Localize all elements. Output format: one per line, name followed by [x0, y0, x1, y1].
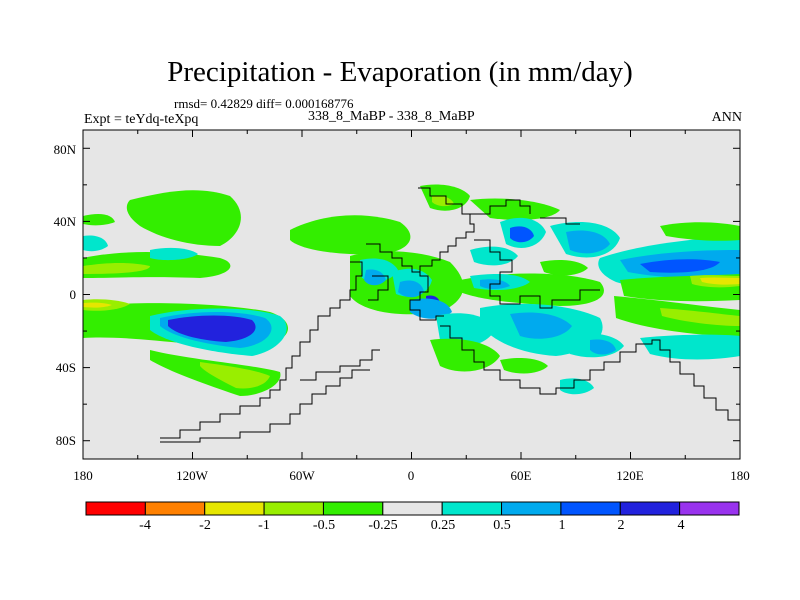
colorbar-label: 1 [558, 518, 566, 533]
case-label: 338_8_MaBP - 338_8_MaBP [308, 109, 475, 124]
experiment-label: Expt = teYdq-teXpq [84, 112, 199, 127]
contour-region [83, 235, 108, 252]
y-tick-label: 80N [53, 142, 76, 157]
x-tick-label: 60W [289, 468, 315, 483]
colorbar-label: -0.5 [312, 518, 336, 533]
chart-title: Precipitation - Evaporation (in mm/day) [167, 56, 633, 88]
coastline [160, 369, 370, 443]
contour-region [470, 246, 518, 266]
coastline [470, 199, 531, 215]
contour-region [640, 259, 720, 273]
y-tick-label: 40N [53, 214, 76, 229]
y-tick-label: 0 [69, 287, 77, 302]
colorbar-swatch [382, 501, 443, 516]
contour-region [364, 269, 386, 286]
contour-region [168, 315, 256, 342]
contour-region [126, 190, 241, 246]
coastline [300, 349, 380, 381]
colorbar-label: 0.25 [430, 518, 456, 533]
coastline [409, 187, 475, 321]
contour-region [560, 378, 594, 395]
x-tick-label: 180 [73, 468, 93, 483]
contour-region [640, 334, 740, 360]
contour-region [660, 222, 740, 241]
coastline [160, 261, 363, 439]
y-tick-label: 40S [55, 360, 76, 375]
coastline [540, 217, 580, 225]
contour-region [510, 226, 534, 243]
colorbar-swatch [204, 501, 265, 516]
colorbar-label: 0.5 [493, 518, 511, 533]
contour-region [566, 230, 610, 254]
contour-region [500, 358, 548, 374]
x-tick-label: 180 [730, 468, 750, 483]
x-tick-label: 0 [407, 468, 415, 483]
colorbar-swatch [619, 501, 681, 516]
contour-fields [83, 184, 740, 396]
colorbar [85, 501, 740, 516]
colorbar-swatch [263, 501, 324, 516]
colorbar-swatch [144, 501, 206, 516]
contour-region [150, 247, 198, 261]
coastline [368, 275, 389, 301]
contour-region [660, 308, 740, 326]
colorbar-label: -1 [258, 518, 270, 533]
season-label: ANN [711, 110, 742, 125]
contour-region [83, 302, 112, 308]
colorbar-label: 2 [617, 518, 625, 533]
contour-region [398, 280, 424, 298]
y-tick-label: 80S [55, 433, 76, 448]
x-tick-label: 60E [510, 468, 532, 483]
contour-region [540, 260, 588, 276]
stats-label: rmsd= 0.42829 diff= 0.000168776 [174, 96, 354, 111]
contour-region [83, 263, 150, 274]
x-tick-label: 120W [176, 468, 208, 483]
contour-region [200, 362, 270, 389]
colorbar-swatch [322, 501, 384, 516]
coastline [474, 239, 600, 309]
tick-marks [82, 130, 741, 459]
contour-region [700, 277, 740, 285]
colorbar-swatch [501, 501, 562, 516]
colorbar-label: -2 [199, 518, 211, 533]
colorbar-swatch [441, 501, 503, 516]
contour-region [510, 312, 572, 339]
contour-region [470, 198, 560, 220]
coastline [440, 325, 740, 421]
contour-region [83, 214, 115, 226]
contour-region [430, 338, 500, 372]
x-tick-label: 120E [616, 468, 644, 483]
contour-region [590, 339, 616, 355]
colorbar-swatch [560, 501, 621, 516]
colorbar-swatch [85, 501, 146, 516]
coastline [366, 243, 420, 273]
colorbar-label: 4 [677, 518, 685, 533]
colorbar-label: -4 [139, 518, 151, 533]
colorbar-label: -0.25 [368, 518, 398, 533]
coastlines [160, 187, 740, 443]
colorbar-swatch [679, 501, 740, 516]
